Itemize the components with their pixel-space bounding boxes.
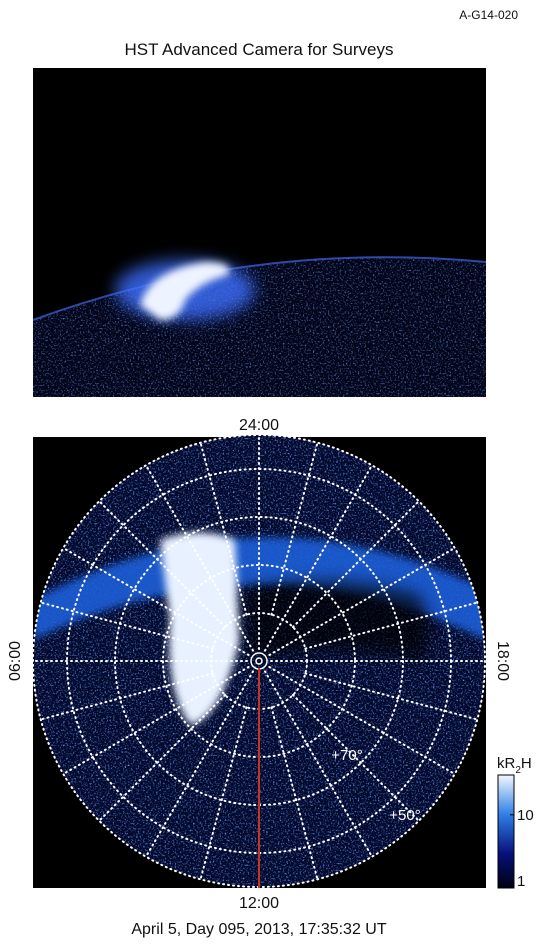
colorbar-tick-label: 10	[517, 807, 534, 824]
unit-text: kR	[497, 755, 516, 772]
colorbar-tick-label: 1	[517, 873, 525, 890]
hst-image	[33, 68, 486, 400]
latitude-label: +50°	[389, 807, 420, 824]
figure: A-G14-020 HST Advanced Camera for Survey…	[0, 0, 539, 945]
colorbar	[498, 775, 514, 888]
mlt-label: 12:00	[239, 895, 279, 912]
caption: April 5, Day 095, 2013, 17:35:32 UT	[131, 921, 386, 938]
unit-text: H	[521, 755, 532, 772]
page: A-G14-020 HST Advanced Camera for Survey…	[0, 0, 539, 945]
mlt-label: 18:00	[494, 641, 511, 681]
mlt-label: 06:00	[7, 641, 24, 681]
panel-title: HST Advanced Camera for Surveys	[125, 40, 394, 59]
figure-id: A-G14-020	[459, 8, 518, 22]
latitude-label: +70°	[331, 747, 362, 764]
mlt-label: 24:00	[239, 417, 279, 434]
colorbar-unit: kR2H	[497, 755, 532, 776]
